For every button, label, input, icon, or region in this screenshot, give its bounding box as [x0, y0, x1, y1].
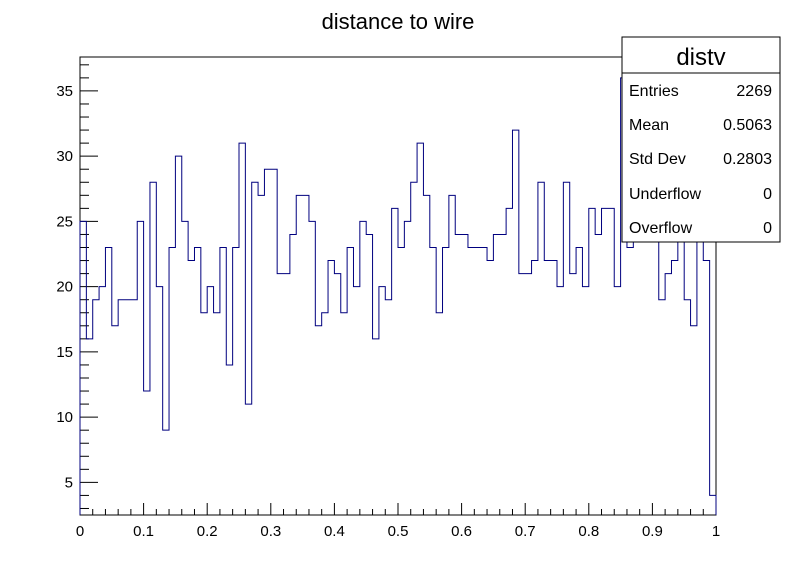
stats-box	[621, 36, 781, 243]
y-tick-label: 25	[56, 213, 73, 230]
x-tick-label: 0.2	[197, 523, 218, 540]
stats-row-label: Entries	[629, 83, 679, 100]
y-tick-label: 5	[65, 474, 73, 491]
stats-row-label: Std Dev	[629, 151, 686, 168]
stats-row-value: 0.5063	[723, 117, 772, 134]
stats-row-label: Overflow	[629, 220, 693, 237]
x-tick-label: 0.6	[451, 523, 472, 540]
stats-row-label: Mean	[629, 117, 669, 134]
chart-title: distance to wire	[322, 9, 475, 34]
x-tick-label: 0	[76, 523, 84, 540]
y-tick-label: 10	[56, 409, 73, 426]
stats-row-value: 0.2803	[723, 151, 772, 168]
histogram-line	[79, 77, 717, 515]
x-tick-label: 0.7	[515, 523, 536, 540]
y-tick-label: 20	[56, 279, 73, 296]
x-tick-label: 0.1	[133, 523, 154, 540]
x-tick-label: 0.9	[642, 523, 663, 540]
y-tick-label: 35	[56, 83, 73, 100]
y-tick-label: 15	[56, 344, 73, 361]
x-tick-label: 0.4	[324, 523, 345, 540]
y-tick-label: 30	[56, 148, 73, 165]
x-tick-label: 0.8	[578, 523, 599, 540]
stats-row-value: 0	[763, 186, 772, 203]
stats-row-value: 0	[763, 220, 772, 237]
stats-row-value: 2269	[736, 83, 772, 100]
x-tick-label: 1	[712, 523, 720, 540]
stats-name: distv	[676, 44, 725, 71]
x-tick-label: 0.5	[388, 523, 409, 540]
stats-row-label: Underflow	[629, 186, 701, 203]
x-tick-label: 0.3	[260, 523, 281, 540]
